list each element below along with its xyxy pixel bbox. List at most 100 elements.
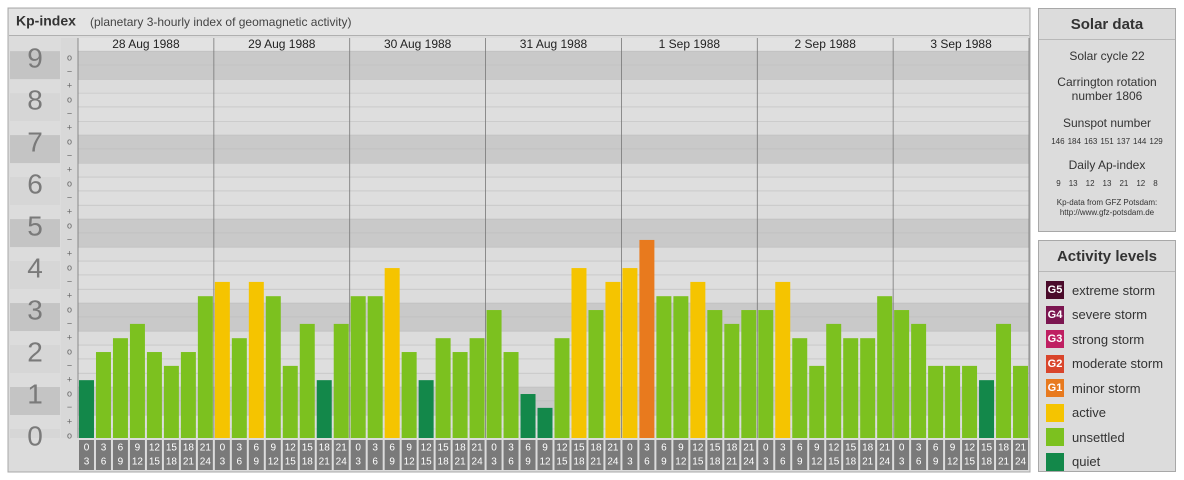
bar <box>741 310 757 438</box>
hour-box <box>163 440 179 470</box>
hour-box <box>605 440 621 470</box>
hour-end: 24 <box>607 457 619 468</box>
hour-end: 18 <box>438 457 450 468</box>
hour-start: 0 <box>491 443 497 454</box>
ap-value: 12 <box>1085 179 1095 188</box>
sunspot-value: 146 <box>1051 137 1065 146</box>
hour-box <box>248 440 264 470</box>
hour-start: 21 <box>607 443 619 454</box>
bar <box>928 365 944 438</box>
minor-tick-label: − <box>67 402 72 412</box>
hour-end: 12 <box>539 457 551 468</box>
sunspot-value: 151 <box>1100 137 1114 146</box>
source: Kp-data from GFZ Potsdam: http://www.gfz-… <box>1039 198 1175 218</box>
legend-code: G4 <box>1047 308 1063 321</box>
hour-start: 3 <box>372 443 378 454</box>
hour-end: 15 <box>964 457 976 468</box>
minor-tick-label: + <box>67 291 72 301</box>
hour-end: 18 <box>709 457 721 468</box>
hour-start: 18 <box>455 443 467 454</box>
hour-start: 6 <box>118 443 124 454</box>
legend-code: G3 <box>1047 333 1063 346</box>
minor-tick-label: − <box>67 360 72 370</box>
hour-box <box>520 440 536 470</box>
hour-box <box>911 440 927 470</box>
hour-start: 6 <box>389 443 395 454</box>
hour-start: 6 <box>797 443 803 454</box>
bar <box>809 365 825 438</box>
hour-start: 21 <box>336 443 348 454</box>
bar <box>554 338 570 438</box>
legend-item: G5 extreme storm <box>1039 278 1175 303</box>
hour-start: 15 <box>845 443 857 454</box>
sunspot-value: 137 <box>1116 137 1131 146</box>
hour-end: 24 <box>200 457 212 468</box>
legend-swatch: G5 <box>1046 281 1064 300</box>
y-tick-label: 1 <box>27 378 43 409</box>
hour-box <box>741 440 757 470</box>
hour-start: 9 <box>814 443 820 454</box>
hour-box <box>231 440 247 470</box>
bar <box>537 407 553 438</box>
bar <box>265 296 281 438</box>
date-label: 1 Sep 1988 <box>659 37 721 51</box>
hour-start: 0 <box>899 443 905 454</box>
hour-start: 0 <box>220 443 226 454</box>
hour-box <box>843 440 859 470</box>
chart-subtitle: (planetary 3-hourly index of geomagnetic… <box>90 15 351 29</box>
hour-box <box>367 440 383 470</box>
hour-box <box>809 440 825 470</box>
hour-start: 12 <box>692 443 704 454</box>
hour-box <box>928 440 944 470</box>
y-tick-label: 8 <box>27 85 43 116</box>
minor-tick-label: − <box>67 318 72 328</box>
bar <box>758 310 774 438</box>
y-label-cell <box>10 135 60 164</box>
y-tick-label: 2 <box>27 336 43 367</box>
bar <box>656 296 672 438</box>
hour-end: 9 <box>389 457 395 468</box>
minor-tick-label: + <box>67 207 72 217</box>
hour-start: 18 <box>998 443 1010 454</box>
bar <box>418 380 434 438</box>
ap-values: 9 13 12 13 21 12 8 <box>1039 179 1175 188</box>
hour-start: 18 <box>862 443 874 454</box>
hour-start: 3 <box>780 443 786 454</box>
hour-end: 9 <box>661 457 667 468</box>
hour-box <box>129 440 145 470</box>
bar <box>724 323 740 438</box>
minor-tick-label: − <box>67 108 72 118</box>
bar <box>639 239 655 438</box>
minor-tick-label: − <box>67 276 72 286</box>
legend-swatch: G1 <box>1046 379 1064 398</box>
hour-box <box>197 440 213 470</box>
legend-swatch: G2 <box>1046 354 1064 373</box>
hour-start: 18 <box>319 443 331 454</box>
hour-start: 0 <box>84 443 90 454</box>
hour-box <box>486 440 502 470</box>
hour-box <box>469 440 485 470</box>
hour-end: 21 <box>319 457 331 468</box>
y-label-cell <box>10 303 60 332</box>
bar <box>979 380 995 438</box>
sunspot-value: 129 <box>1149 137 1163 146</box>
hour-box <box>265 440 281 470</box>
minor-tick-label: o <box>67 220 72 230</box>
bar <box>401 352 417 438</box>
hour-box <box>945 440 961 470</box>
minor-tick-label: o <box>67 304 72 314</box>
hour-start: 15 <box>302 443 314 454</box>
bar <box>248 281 264 438</box>
bar <box>384 268 400 438</box>
legend-item: G3 strong storm <box>1039 327 1175 352</box>
hour-end: 24 <box>743 457 755 468</box>
hour-box <box>112 440 128 470</box>
bar <box>877 296 893 438</box>
hour-start: 15 <box>438 443 450 454</box>
date-label: 28 Aug 1988 <box>112 37 180 51</box>
bar <box>316 380 332 438</box>
hour-end: 6 <box>372 457 378 468</box>
minor-tick-label: − <box>67 192 72 202</box>
hour-end: 15 <box>285 457 297 468</box>
hour-box <box>384 440 400 470</box>
